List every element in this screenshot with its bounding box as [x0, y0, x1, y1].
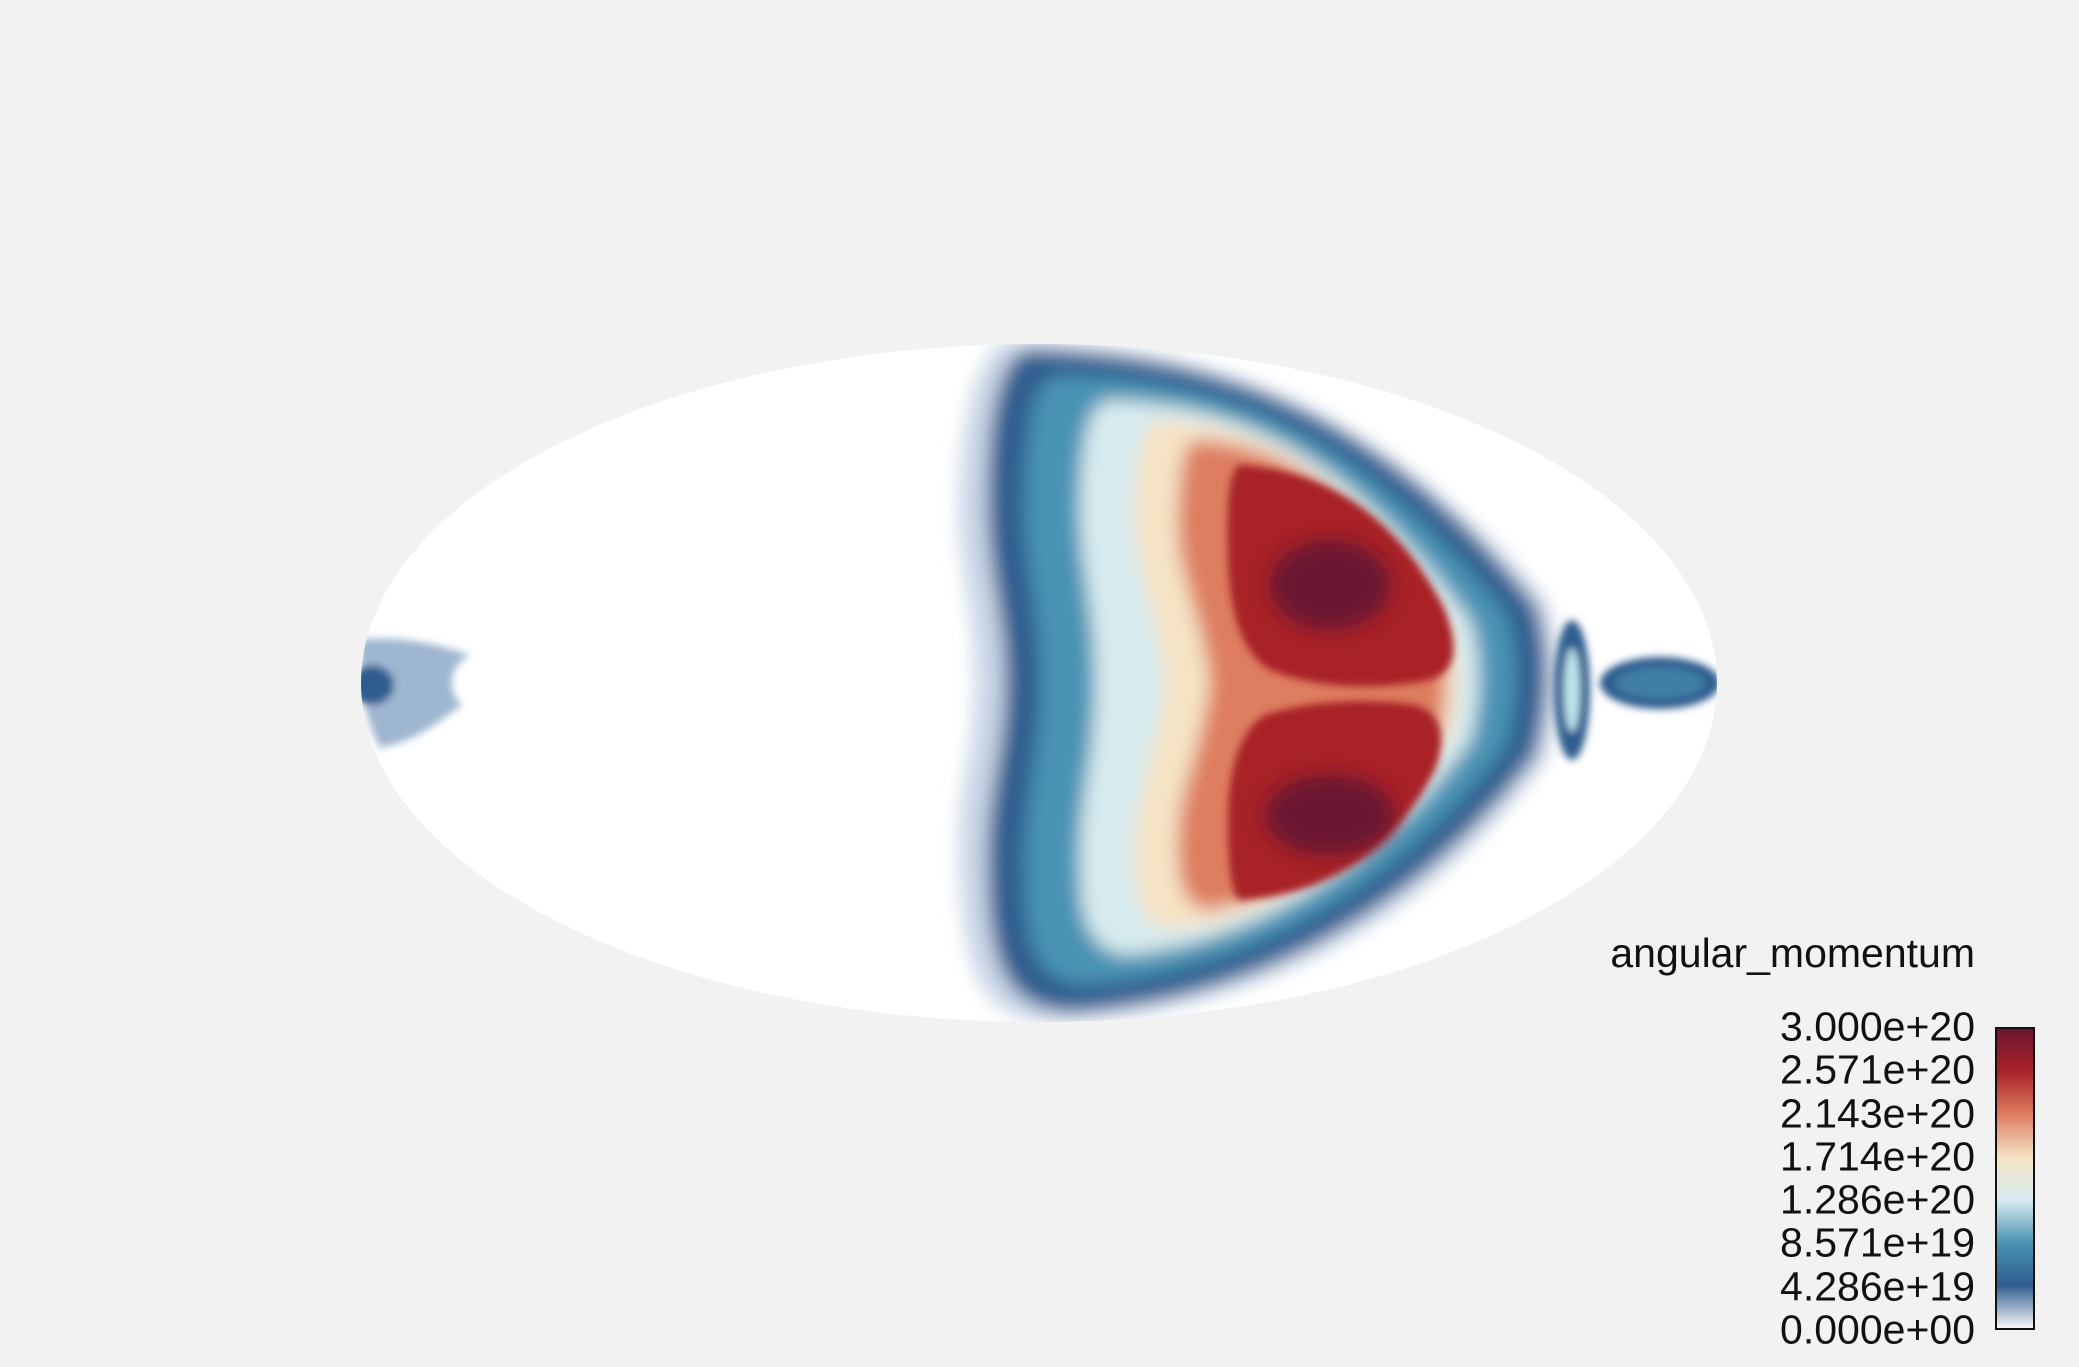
colorbar-tick-label: 8.571e+19 — [1780, 1219, 1975, 1266]
peak-lower — [1265, 775, 1395, 855]
colorbar-tick-label: 1.286e+20 — [1780, 1176, 1975, 1223]
colorbar-tick-labels: 3.000e+20 2.571e+20 2.143e+20 1.714e+20 1.28… — [1715, 1003, 1975, 1350]
colorbar-tick-label: 1.714e+20 — [1780, 1133, 1975, 1180]
colorbar-tick-label: 2.571e+20 — [1780, 1046, 1975, 1093]
field-layer — [361, 344, 1717, 1022]
right-edge-blob-inner — [1615, 667, 1705, 699]
colorbar-tick-label: 0.000e+00 — [1780, 1306, 1975, 1353]
colorbar-tick-label: 2.143e+20 — [1780, 1090, 1975, 1137]
colorbar-tick-label: 3.000e+20 — [1780, 1003, 1975, 1050]
left-edge-blob — [361, 638, 470, 748]
colorbar-tick-label: 4.286e+19 — [1780, 1263, 1975, 1310]
colorbar — [1995, 1027, 2035, 1330]
left-edge-core — [361, 665, 394, 705]
right-thin-lens-inner — [1564, 648, 1580, 732]
colorbar-title: angular_momentum — [1610, 930, 1975, 976]
peak-upper — [1270, 540, 1390, 630]
